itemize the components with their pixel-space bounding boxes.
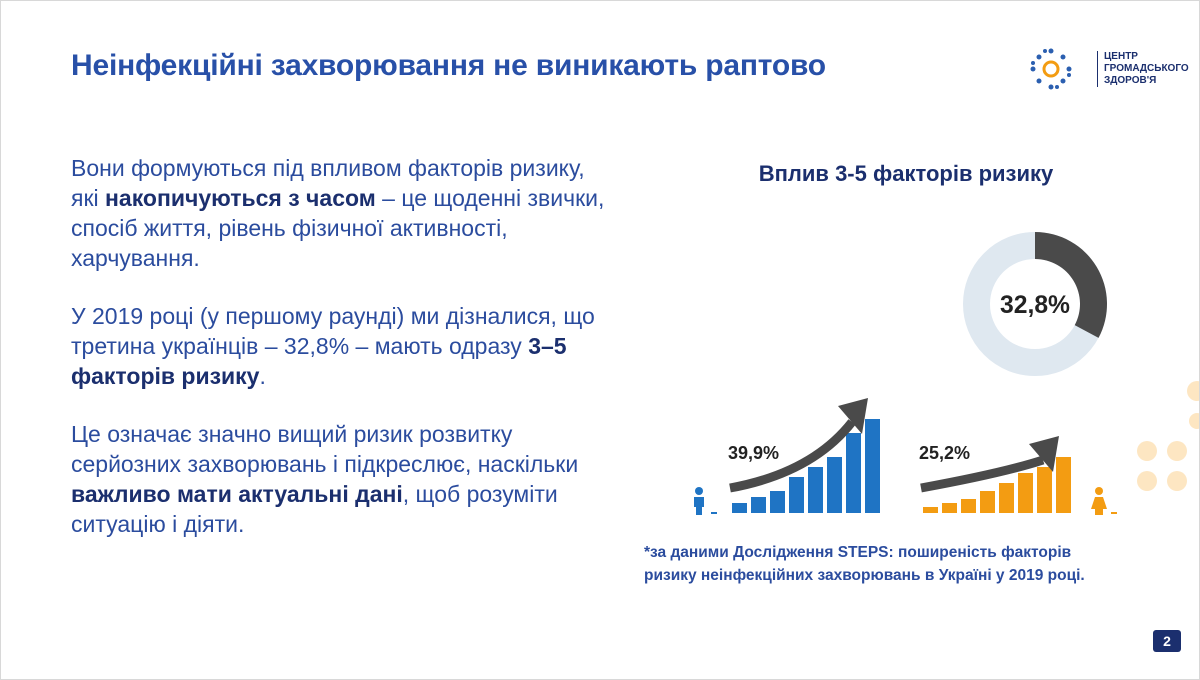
percent-label: 39,9% — [728, 443, 779, 463]
person-head — [695, 487, 703, 495]
growth-bar — [846, 433, 861, 513]
growth-bar — [961, 499, 976, 513]
growth-bar — [770, 491, 785, 513]
bold-run: 3–5 факторів ризику — [71, 333, 567, 389]
percent-label: 25,2% — [919, 443, 970, 463]
text-run: . — [259, 363, 266, 389]
bold-run: важливо мати актуальні дані — [71, 481, 403, 507]
growth-bar — [827, 457, 842, 513]
decor-dots — [1137, 381, 1199, 491]
body-text: Вони формуються під впливом факторів риз… — [71, 153, 611, 567]
text-run: – це щоденні звички, спосіб життя, рівен… — [71, 185, 605, 271]
donut-segment — [1035, 231, 1108, 338]
text-run: Це означає значно вищий ризик розвитку с… — [71, 421, 579, 477]
men-graphic: 39,9% — [694, 398, 880, 515]
growth-bar — [732, 503, 747, 513]
paragraph: Це означає значно вищий ризик розвитку с… — [71, 419, 611, 539]
bold-run: накопичуються з часом — [105, 185, 376, 211]
arrow-head — [838, 398, 868, 434]
growth-bar — [789, 477, 804, 513]
person-head — [1095, 487, 1103, 495]
growth-bar — [980, 491, 995, 513]
arrow-head — [1029, 436, 1059, 472]
growth-bar — [942, 503, 957, 513]
growth-bar — [751, 497, 766, 513]
logo-line: ГРОМАДСЬКОГО — [1104, 63, 1189, 74]
infographic-title: Вплив 3-5 факторів ризику — [758, 161, 1054, 186]
growth-bar — [808, 467, 823, 513]
growth-bar — [1056, 457, 1071, 513]
donut: 32,8% — [963, 231, 1108, 376]
paragraph: У 2019 році (у першому раунді) ми дізнал… — [71, 301, 611, 391]
growth-bar — [865, 419, 880, 513]
footnote-line: ризику неінфекційних захворювань в Украї… — [644, 567, 1085, 584]
growth-arrow — [729, 419, 856, 493]
growth-bar — [1037, 467, 1052, 513]
text-run: , щоб розуміти ситуацію і діяти. — [71, 481, 558, 537]
donut-label: 32,8% — [1000, 291, 1070, 319]
page-number: 2 — [1153, 630, 1181, 652]
text-run: У 2019 році (у першому раунді) ми дізнал… — [71, 303, 595, 359]
paragraph: Вони формуються під впливом факторів риз… — [71, 153, 611, 273]
person-body — [694, 497, 704, 515]
logo-line: ЗДОРОВ'Я — [1104, 75, 1157, 86]
logo-mark — [1030, 48, 1072, 90]
growth-bar — [999, 483, 1014, 513]
footnote-line: *за даними Дослідження STEPS: поширеніст… — [644, 544, 1072, 561]
growth-bar — [1018, 473, 1033, 513]
text-run: Вони формуються під впливом факторів риз… — [71, 155, 585, 211]
growth-bar — [923, 507, 938, 513]
logo-text: ЦЕНТР ГРОМАДСЬКОГО ЗДОРОВ'Я — [1097, 51, 1189, 87]
women-graphic: 25,2% — [919, 436, 1117, 515]
person-body — [1091, 497, 1107, 515]
title: Неінфекційні захворювання не виникають р… — [71, 49, 826, 82]
growth-arrow — [920, 455, 1045, 493]
logo-line: ЦЕНТР — [1104, 51, 1138, 62]
footnote: *за даними Дослідження STEPS: поширеніст… — [644, 541, 1085, 587]
